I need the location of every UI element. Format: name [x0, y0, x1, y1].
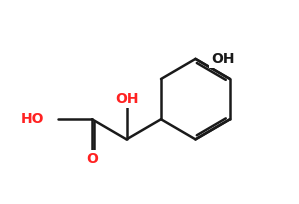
Text: OH: OH — [211, 52, 235, 66]
Text: HO: HO — [21, 112, 45, 126]
Text: O: O — [86, 153, 98, 166]
Text: OH: OH — [115, 92, 138, 106]
